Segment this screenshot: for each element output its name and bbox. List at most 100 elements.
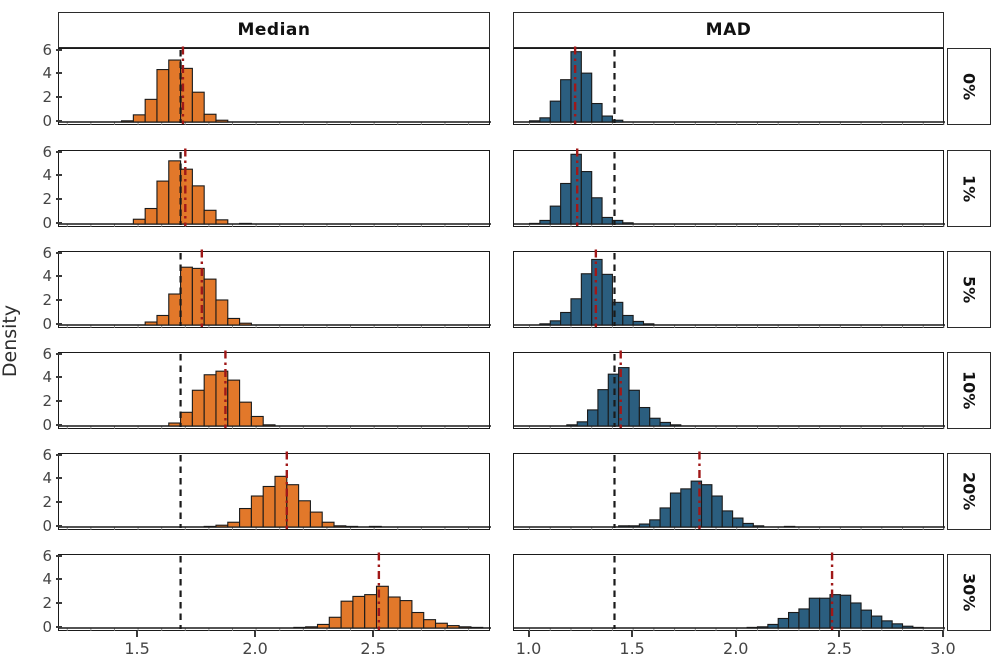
histogram-bar — [777, 617, 790, 629]
y-tick-label: 4 — [42, 166, 52, 185]
histogram-bar — [316, 623, 330, 629]
histogram-bar — [227, 521, 241, 528]
y-tick-mark — [56, 501, 62, 504]
row-strip-20pct: 20% — [947, 453, 991, 530]
y-tick-label: 2 — [42, 88, 52, 107]
histogram-bar — [642, 323, 655, 326]
x-tick-mark — [527, 631, 530, 637]
histogram-bar — [250, 415, 264, 427]
histogram-bar — [912, 626, 924, 629]
histogram-bar — [580, 273, 593, 326]
histogram-bar — [227, 317, 241, 326]
panel-plot-area — [59, 451, 491, 530]
histogram-bar — [649, 417, 661, 427]
panel-median-10pct — [58, 350, 491, 429]
panel-plot-area — [59, 46, 491, 125]
panel-median-30pct — [58, 552, 491, 631]
y-tick-label: 2 — [42, 594, 52, 613]
y-tick-label: 4 — [42, 64, 52, 83]
row-strip-20pct-label: 20% — [959, 472, 979, 511]
x-tick-mark — [631, 631, 634, 637]
x-tick-mark — [372, 631, 375, 637]
histogram-bar — [566, 424, 578, 427]
histogram-bar — [286, 484, 300, 528]
histogram-bar — [168, 293, 182, 326]
histogram-bar — [458, 626, 472, 629]
y-tick-mark — [56, 477, 62, 480]
y-tick-label: 2 — [42, 291, 52, 310]
row-strip-10pct: 10% — [947, 352, 991, 429]
histogram-bar — [638, 523, 651, 528]
y-tick-label: 4 — [42, 267, 52, 286]
column-header-median: Median — [58, 12, 490, 48]
histogram-bar — [611, 119, 624, 123]
y-tick-mark — [56, 602, 62, 605]
histogram-bar — [798, 608, 810, 629]
y-tick-label: 6 — [42, 344, 52, 363]
histogram-bar — [203, 278, 217, 326]
histogram-bar — [839, 594, 852, 629]
histogram-bar — [293, 626, 307, 629]
histogram-bar — [305, 626, 319, 629]
histogram-bar — [580, 72, 593, 123]
histogram-bar — [191, 389, 205, 427]
histogram-bar — [411, 611, 425, 629]
histogram-bar — [549, 320, 562, 326]
panel-mad-0pct — [513, 46, 945, 125]
y-tick-label: 0 — [42, 315, 52, 333]
histogram-bar — [203, 209, 217, 225]
panel-mad-10pct — [513, 350, 945, 429]
histogram-bar — [767, 623, 779, 629]
histogram-bar — [788, 611, 800, 629]
histogram-bar — [368, 525, 382, 528]
column-header-mad: MAD — [513, 12, 944, 48]
histogram-bar — [345, 525, 359, 528]
y-tick-mark — [56, 72, 62, 75]
panel-plot-area — [59, 249, 491, 328]
column-header-median-label: Median — [237, 20, 311, 40]
histogram-bar — [850, 602, 862, 629]
histogram-bar — [783, 525, 796, 528]
row-strip-0pct: 0% — [947, 48, 991, 125]
histogram-bar — [333, 525, 347, 528]
histogram-bar — [560, 79, 572, 123]
histogram-bar — [132, 114, 146, 123]
x-tick-label: 2.5 — [826, 639, 853, 658]
y-tick-label: 0 — [42, 416, 52, 434]
y-tick-mark — [56, 376, 62, 379]
histogram-bar — [669, 424, 682, 427]
histogram-bar — [881, 620, 893, 629]
histogram-bar — [732, 517, 744, 528]
histogram-bar — [622, 314, 634, 326]
histogram-bar — [423, 619, 437, 629]
panel-mad-30pct — [513, 552, 945, 631]
histogram-bar — [549, 100, 562, 123]
x-tick-label: 2.5 — [360, 639, 386, 658]
panel-plot-area — [514, 46, 945, 125]
row-strip-10pct-label: 10% — [959, 371, 979, 410]
histogram-bar — [669, 492, 682, 528]
y-tick-label: 6 — [42, 40, 52, 59]
row-strip-5pct: 5% — [947, 251, 991, 328]
y-tick-mark — [56, 222, 62, 224]
histogram-bar — [756, 626, 769, 629]
histogram-bar — [591, 197, 603, 225]
y-tick-label: 6 — [42, 142, 52, 161]
histogram-bar — [144, 98, 158, 123]
histogram-bar — [239, 322, 252, 326]
histogram-bar — [352, 595, 366, 629]
histogram-bar — [628, 389, 640, 427]
y-tick-mark — [56, 275, 62, 278]
histogram-bar — [539, 323, 551, 326]
histogram-bar — [239, 507, 252, 528]
histogram-bar — [309, 511, 323, 528]
histogram-bar — [180, 266, 193, 326]
histogram-bar — [591, 102, 603, 123]
histogram-bar — [622, 222, 634, 225]
y-tick-mark — [56, 120, 62, 122]
histogram-bar — [180, 67, 193, 123]
histogram-bar — [891, 623, 904, 629]
row-strip-1pct-label: 1% — [959, 174, 979, 203]
y-tick-label: 6 — [42, 445, 52, 464]
